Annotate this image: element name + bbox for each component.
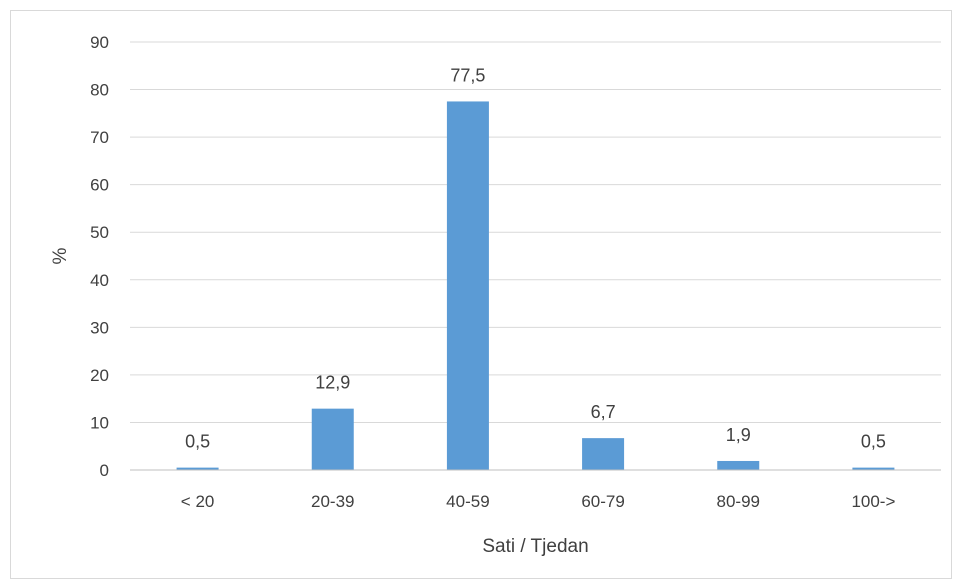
gridlines — [130, 41, 941, 423]
y-axis-ticks: 0 10 20 30 40 50 60 70 80 90 — [90, 33, 109, 480]
data-label: 0,5 — [861, 432, 886, 452]
data-label: 12,9 — [315, 373, 350, 393]
bar — [446, 101, 489, 470]
data-label: 0,5 — [185, 432, 210, 452]
y-tick-label: 0 — [100, 461, 109, 480]
y-tick-label: 60 — [90, 176, 109, 195]
data-label: 1,9 — [726, 425, 751, 445]
data-label: 6,7 — [591, 402, 616, 422]
y-tick-label: 10 — [90, 413, 109, 432]
data-label: 77,5 — [450, 65, 485, 85]
bar — [311, 408, 354, 470]
y-axis-title: % — [50, 247, 71, 264]
data-labels: 0,5 12,9 77,5 6,7 1,9 0,5 — [185, 65, 886, 451]
y-tick-label: 70 — [90, 128, 109, 147]
y-tick-label: 30 — [90, 318, 109, 337]
y-tick-label: 90 — [90, 33, 109, 52]
y-tick-label: 40 — [90, 271, 109, 290]
y-tick-label: 20 — [90, 366, 109, 385]
x-axis-ticks: < 20 20-39 40-59 60-79 80-99 100-> — [181, 492, 896, 511]
x-tick-label: 80-99 — [717, 492, 760, 511]
bar — [176, 467, 219, 470]
x-tick-label: 20-39 — [311, 492, 354, 511]
y-tick-label: 50 — [90, 223, 109, 242]
bar — [717, 460, 760, 470]
x-axis-title: Sati / Tjedan — [482, 536, 588, 557]
bar — [852, 467, 895, 470]
x-tick-label: 40-59 — [446, 492, 489, 511]
bars — [176, 101, 895, 470]
x-tick-label: < 20 — [181, 492, 215, 511]
x-tick-label: 100-> — [851, 492, 895, 511]
x-tick-label: 60-79 — [581, 492, 624, 511]
y-tick-label: 80 — [90, 81, 109, 100]
bar — [582, 438, 625, 470]
